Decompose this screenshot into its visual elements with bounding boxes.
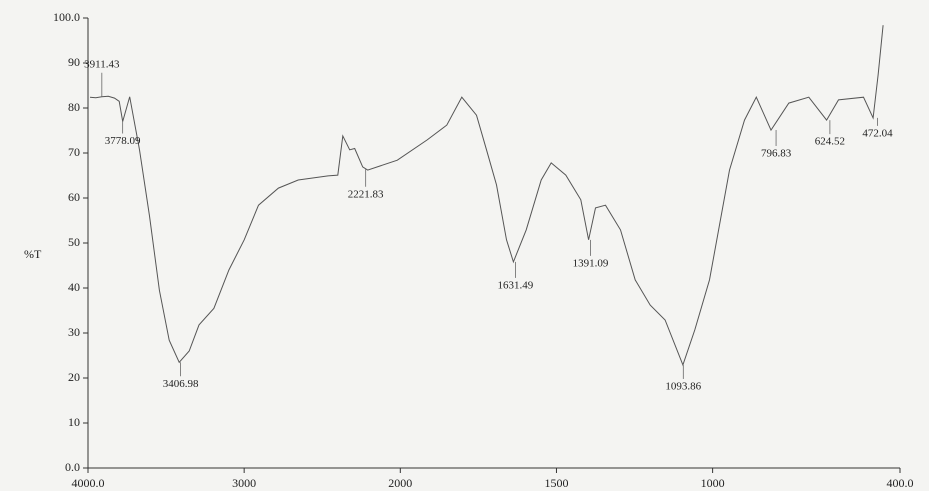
x-tick-label: 400.0: [887, 476, 914, 490]
peak-label: 3778.09: [105, 135, 141, 147]
x-tick-label: 3000: [232, 476, 256, 490]
y-tick-label: 20: [68, 370, 80, 384]
y-tick-label: 70: [68, 145, 80, 159]
x-tick-label: 1000: [701, 476, 725, 490]
y-tick-label: 100.0: [53, 10, 80, 24]
peak-label: 1093.86: [665, 380, 701, 392]
y-tick-label: 90: [68, 55, 80, 69]
y-tick-label: 40: [68, 280, 80, 294]
x-tick-label: 2000: [388, 476, 412, 490]
y-tick-label: 80: [68, 100, 80, 114]
x-tick-label: 4000.0: [72, 476, 105, 490]
y-tick-label: 10: [68, 415, 80, 429]
y-tick-label: 50: [68, 235, 80, 249]
peak-label: 1391.09: [573, 257, 609, 269]
peak-label: 1631.49: [498, 279, 534, 291]
peak-label: 624.52: [815, 136, 845, 148]
y-tick-label: 0.0: [65, 460, 80, 474]
y-axis-label: %T: [24, 247, 42, 261]
peak-label: 3406.98: [163, 378, 199, 390]
y-tick-label: 30: [68, 325, 80, 339]
peak-label: 472.04: [862, 127, 893, 139]
peak-label: 796.83: [761, 148, 792, 160]
peak-label: 2221.83: [348, 188, 384, 200]
peak-label: 3911.43: [84, 58, 120, 70]
y-tick-label: 60: [68, 190, 80, 204]
x-tick-label: 1500: [544, 476, 568, 490]
spectrum-line: [89, 25, 884, 367]
